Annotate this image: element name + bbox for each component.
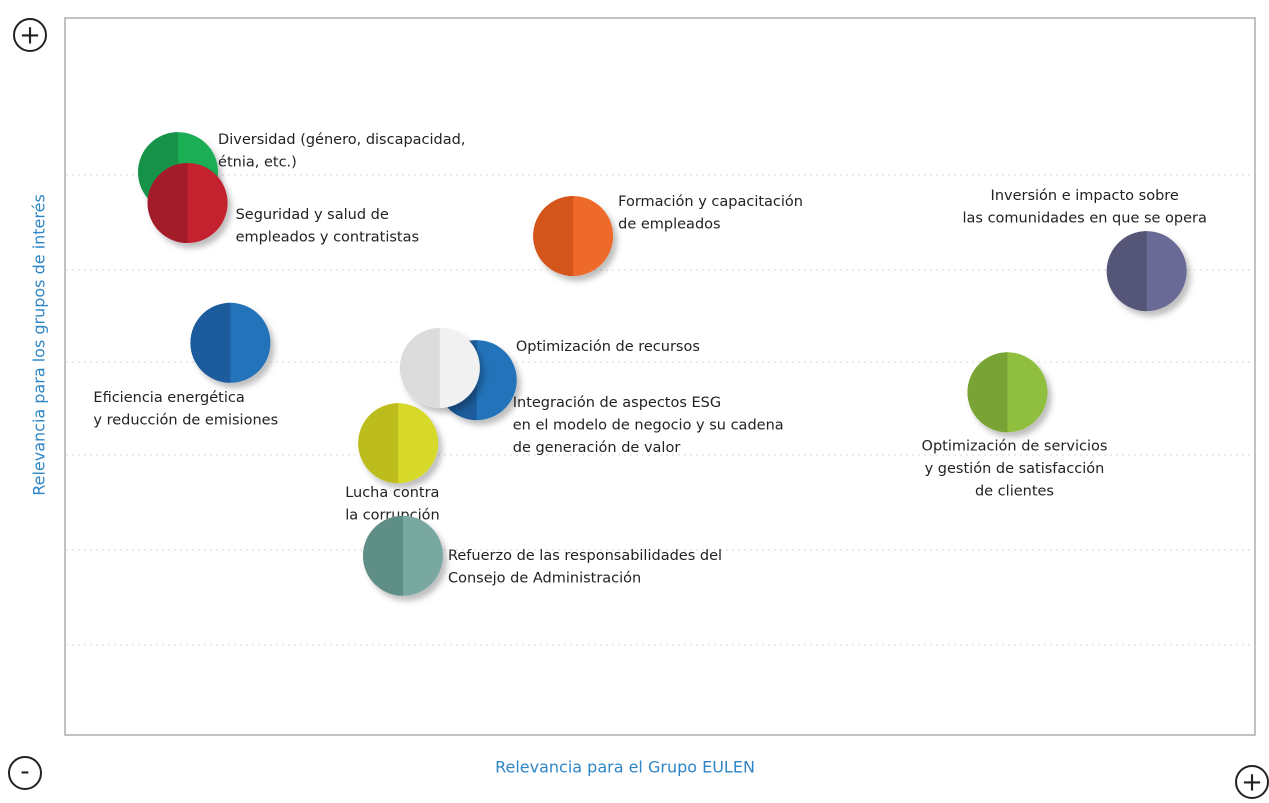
bubble [1106,231,1187,312]
x-max-sign: + [1241,768,1263,798]
bubble-shade [147,162,188,243]
point-label: Formación y capacitación [618,194,803,210]
y-max-sign: + [19,21,41,51]
sign-circle [8,756,42,790]
point-label: Refuerzo de las responsabilidades del [448,548,722,564]
bubble-shade [190,302,231,383]
sign-circle [1235,765,1269,799]
point-label: Optimización de servicios [922,438,1108,454]
point-label: Lucha contra [345,485,439,501]
origin-sign: - [20,757,29,787]
bubble [533,195,614,276]
bubble [358,403,439,484]
y-axis-title: Relevancia para los grupos de interés [30,194,49,496]
point-label: de generación de valor [513,440,681,456]
x-axis-title: Relevancia para el Grupo EULEN [495,758,755,777]
bubble-shade [1106,231,1147,312]
point-label: de empleados [618,216,720,232]
bubble-shade [967,352,1008,433]
point-label: en el modelo de negocio y su cadena [513,418,784,434]
bubble-shade [362,515,403,596]
point-label: y gestión de satisfacción [925,461,1105,477]
bubble [967,352,1048,433]
point-label: de clientes [975,483,1054,499]
point-label: las comunidades en que se opera [963,211,1207,227]
bubble [147,162,228,243]
point-label: y reducción de emisiones [93,412,278,428]
point-label: étnia, etc.) [218,155,297,171]
point-label: empleados y contratistas [236,229,419,245]
point-label: Consejo de Administración [448,570,641,586]
bubble-shade [399,327,440,408]
bubble [399,327,480,408]
bubble [190,302,271,383]
point-label: Seguridad y salud de [236,207,389,223]
grid [66,174,1254,646]
point-label: Diversidad (género, discapacidad, [218,132,465,148]
bubble-shade [533,195,574,276]
point-label: Integración de aspectos ESG [513,395,721,411]
point-label: Eficiencia energética [93,390,244,406]
sign-circle [13,18,47,52]
point-label: Optimización de recursos [516,339,700,355]
bubble-shade [358,403,399,484]
plot-frame [64,17,1256,736]
bubble [362,515,443,596]
point-label: Inversión e impacto sobre [991,188,1179,204]
